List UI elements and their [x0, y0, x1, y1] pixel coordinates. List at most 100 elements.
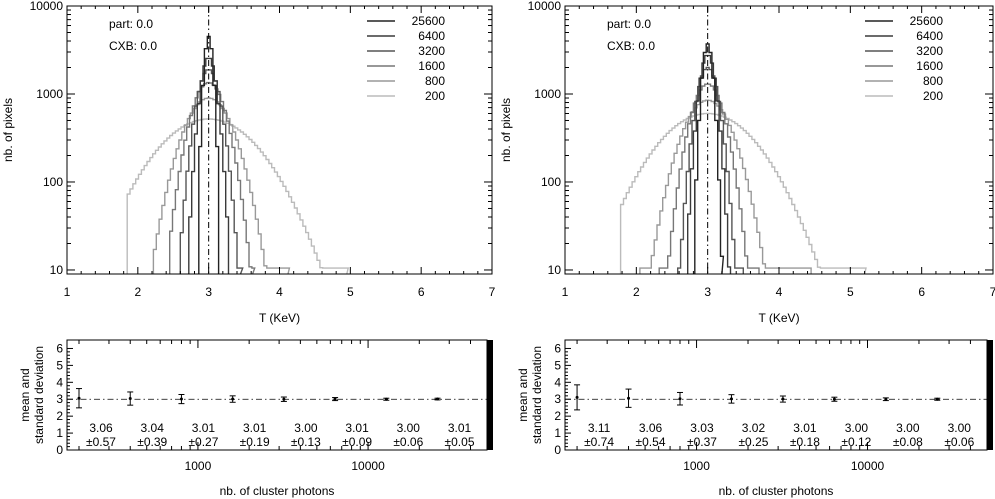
y-tick-label: 1000 [36, 87, 63, 101]
std-label: ±0.06 [393, 435, 423, 449]
x-axis-label: nb. of cluster photons [719, 484, 834, 498]
mean-point [282, 397, 286, 401]
y-axis-label: standard deviation [530, 346, 544, 444]
legend-entry-200: 200 [425, 89, 445, 103]
y-axis-label: nb. of pixels [1, 98, 15, 162]
mean-label: 3.01 [448, 421, 472, 435]
legend-entry-6400: 6400 [916, 29, 943, 43]
std-label: ±0.09 [342, 435, 372, 449]
legend-entry-25600: 25600 [910, 14, 944, 28]
y-tick-label: 100 [43, 175, 63, 189]
mean-point [627, 396, 631, 400]
legend-entry-200: 200 [923, 89, 943, 103]
right-border-bar [987, 340, 993, 450]
std-label: ±0.19 [240, 435, 270, 449]
y-tick-label: 100 [541, 175, 561, 189]
x-tick-label: 4 [276, 285, 283, 299]
series-line-25600 [694, 43, 725, 275]
y-tick-label: 10 [548, 263, 562, 277]
std-label: ±0.57 [86, 435, 116, 449]
y-tick-label: 3 [56, 392, 63, 406]
legend-entry-800: 800 [425, 74, 445, 88]
mean-point [128, 397, 132, 401]
series-line-3200 [179, 69, 244, 275]
x-axis-label: T (KeV) [259, 311, 300, 325]
mean-point [678, 397, 682, 401]
annotation-text: part: 0.0 [607, 17, 651, 31]
y-tick-label: 1000 [534, 87, 561, 101]
series-line-6400 [687, 54, 732, 274]
std-label: ±0.12 [841, 435, 871, 449]
mean-point [179, 397, 183, 401]
legend-entry-1600: 1600 [418, 59, 445, 73]
legend-entry-6400: 6400 [418, 29, 445, 43]
x-tick-label: 1 [562, 285, 569, 299]
x-tick-label: 10000 [851, 459, 885, 473]
legend-entry-3200: 3200 [916, 44, 943, 58]
series-line-200 [126, 118, 350, 275]
series-line-1600 [658, 83, 760, 274]
mean-point [832, 397, 836, 401]
mean-point [384, 397, 388, 401]
std-label: ±0.18 [790, 435, 820, 449]
x-tick-label: 6 [918, 285, 925, 299]
y-tick-label: 1 [56, 426, 63, 440]
mean-point [436, 397, 440, 401]
mean-label: 3.11 [588, 421, 611, 435]
x-axis-label: nb. of cluster photons [220, 484, 335, 498]
y-tick-label: 0 [56, 443, 63, 457]
x-tick-label: 3 [704, 285, 711, 299]
mean-label: 3.01 [243, 421, 267, 435]
series-line-200 [619, 112, 867, 275]
x-tick-label: 1000 [683, 459, 710, 473]
mean-label: 3.04 [141, 421, 165, 435]
legend-entry-3200: 3200 [418, 44, 445, 58]
std-label: ±0.05 [445, 435, 475, 449]
y-tick-label: 3 [554, 392, 561, 406]
mean-point [781, 397, 785, 401]
plot-frame [66, 339, 488, 451]
mean-point [77, 396, 81, 400]
x-tick-label: 5 [347, 285, 354, 299]
std-label: ±0.54 [636, 435, 666, 449]
mean-point [935, 397, 939, 401]
y-axis-label: mean and [18, 368, 32, 421]
y-axis-label: nb. of pixels [499, 98, 513, 162]
x-tick-label: 4 [776, 285, 783, 299]
legend-entry-1600: 1600 [916, 59, 943, 73]
series-line-1600 [169, 81, 256, 275]
x-tick-label: 6 [418, 285, 425, 299]
mean-label: 3.01 [345, 421, 369, 435]
std-label: ±0.74 [584, 435, 614, 449]
mean-label: 3.00 [845, 421, 869, 435]
y-tick-label: 5 [554, 358, 561, 372]
x-tick-label: 3 [205, 285, 212, 299]
mean-label: 3.00 [948, 421, 972, 435]
y-axis-label: mean and [516, 368, 530, 421]
series-line-800 [152, 97, 291, 275]
right-border-bar [487, 340, 493, 450]
y-tick-label: 5 [56, 358, 63, 372]
mean-label: 3.06 [639, 421, 663, 435]
x-axis-label: T (KeV) [758, 311, 799, 325]
mean-label: 3.06 [89, 421, 113, 435]
mean-label: 3.03 [690, 421, 714, 435]
x-tick-label: 2 [633, 285, 640, 299]
legend-entry-25600: 25600 [412, 14, 446, 28]
x-tick-label: 1000 [185, 459, 212, 473]
std-label: ±0.37 [687, 435, 717, 449]
y-tick-label: 10000 [528, 0, 562, 13]
series-line-3200 [677, 66, 744, 274]
x-tick-label: 5 [847, 285, 854, 299]
mean-label: 3.00 [397, 421, 421, 435]
annotation-text: CXB: 0.0 [109, 39, 157, 53]
y-tick-label: 6 [554, 341, 561, 355]
mean-label: 3.01 [192, 421, 216, 435]
mean-label: 3.00 [896, 421, 920, 435]
std-label: ±0.27 [188, 435, 218, 449]
std-label: ±0.25 [738, 435, 768, 449]
plot-frame [564, 339, 988, 451]
x-tick-label: 7 [990, 285, 995, 299]
legend-entry-800: 800 [923, 74, 943, 88]
mean-label: 3.00 [294, 421, 318, 435]
